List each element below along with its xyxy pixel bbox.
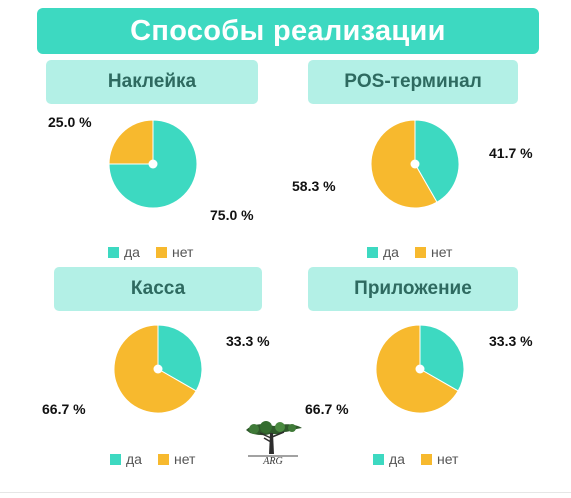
legend-label-yes: да xyxy=(383,244,399,260)
legend-pos-terminal: да нет xyxy=(367,244,462,260)
legend-swatch-yes xyxy=(108,246,119,258)
pie-label-yes: 33.3 % xyxy=(226,333,270,349)
legend-swatch-yes xyxy=(367,246,378,258)
chart-title-prilozhenie: Приложение xyxy=(308,267,518,311)
legend-label-yes: да xyxy=(389,451,405,467)
pie-slice-yes xyxy=(157,324,203,392)
pie-slice-yes xyxy=(108,119,198,209)
pie-label-no: 66.7 % xyxy=(42,401,86,417)
legend-label-yes: да xyxy=(126,451,142,467)
pie-label-no: 25.0 % xyxy=(48,114,92,130)
legend-swatch-no xyxy=(155,246,167,258)
tree-icon xyxy=(246,421,302,457)
pie-label-no: 66.7 % xyxy=(305,401,349,417)
pie-slice-yes xyxy=(419,324,465,392)
legend-kassa: да нет xyxy=(110,451,205,467)
legend-swatch-no xyxy=(420,453,432,465)
arg-tree-logo: ARG xyxy=(246,421,302,466)
pie-center-dot xyxy=(153,364,163,374)
page-title: Способы реализации xyxy=(37,8,539,54)
chart-title-kassa: Касса xyxy=(54,267,262,311)
pie-slice-yes xyxy=(414,119,460,203)
legend-swatch-no xyxy=(414,246,426,258)
legend-swatch-no xyxy=(157,453,169,465)
legend-label-no: нет xyxy=(430,244,453,260)
legend-label-no: нет xyxy=(173,451,196,467)
legend-label-no: нет xyxy=(436,451,459,467)
bottom-divider xyxy=(0,492,571,493)
legend-nakleyka: да нет xyxy=(108,244,203,260)
pie-slice-no xyxy=(108,119,154,165)
chart-title-pos-terminal: POS-терминал xyxy=(308,60,518,104)
pie-label-yes: 33.3 % xyxy=(489,333,533,349)
pie-label-yes: 75.0 % xyxy=(210,207,254,223)
logo-text: ARG xyxy=(262,456,282,466)
pie-label-no: 58.3 % xyxy=(292,178,336,194)
pie-slice-no xyxy=(370,119,438,209)
pie-center-dot xyxy=(148,159,158,169)
pie-label-yes: 41.7 % xyxy=(489,145,533,161)
chart-title-nakleyka: Наклейка xyxy=(46,60,258,104)
legend-swatch-yes xyxy=(373,453,384,465)
legend-label-no: нет xyxy=(171,244,194,260)
legend-label-yes: да xyxy=(124,244,140,260)
pie-center-dot xyxy=(410,159,420,169)
pie-center-dot xyxy=(415,364,425,374)
legend-swatch-yes xyxy=(110,453,121,465)
legend-prilozhenie: да нет xyxy=(373,451,468,467)
